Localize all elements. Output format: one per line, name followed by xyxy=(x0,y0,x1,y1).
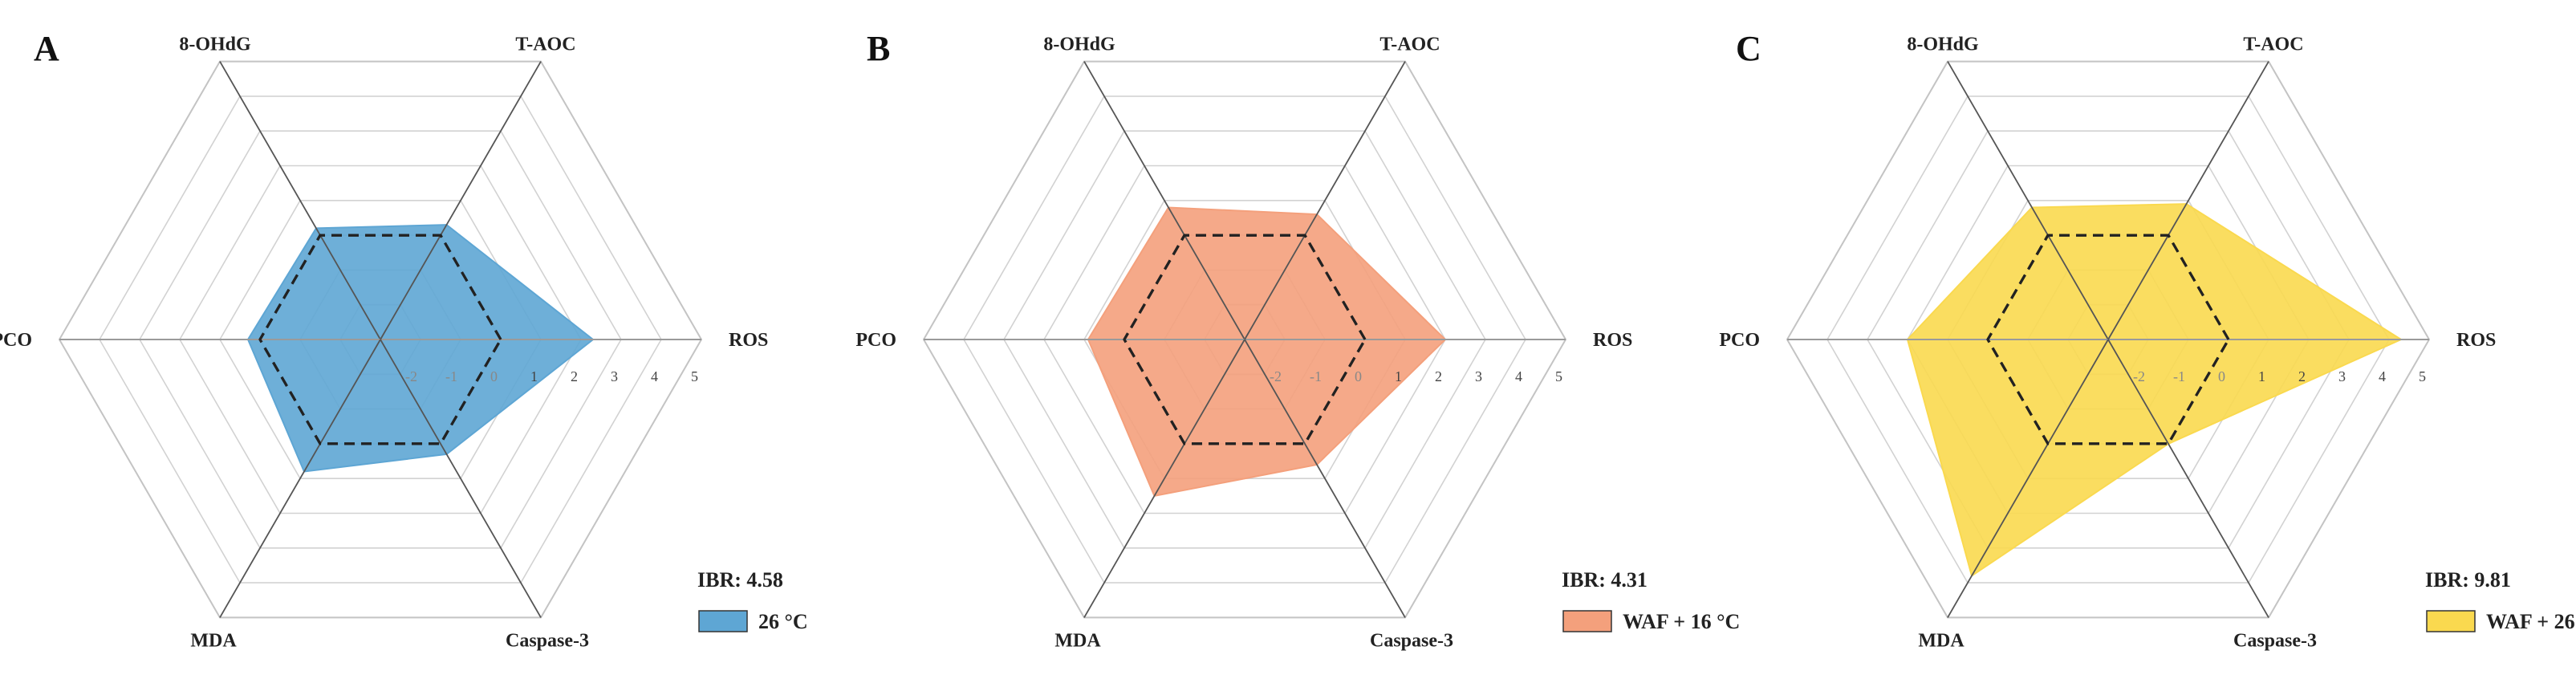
legend-label: WAF + 16 °C xyxy=(1623,610,1740,633)
axis-label-t-aoc: T-AOC xyxy=(2243,35,2303,55)
tick-label: -2 xyxy=(1270,368,1282,384)
axis-spoke xyxy=(219,61,381,340)
axis-spoke xyxy=(1244,61,1406,340)
tick-label: 4 xyxy=(651,368,658,384)
axis-label-8-ohdg: 8-OHdG xyxy=(179,35,251,55)
radar-chart-c: C -2 -1 0 1 2 3 4 5 ROS T-AOC 8-OHdG PCO MDA Caspase-3… xyxy=(1719,29,2576,651)
axis-spoke xyxy=(1083,339,1245,618)
axis-spoke xyxy=(380,61,542,340)
panel-letter: C xyxy=(1736,29,1761,68)
tick-label: -1 xyxy=(445,368,457,384)
legend-label: WAF + 26 °C xyxy=(2486,610,2576,633)
axis-spoke xyxy=(1244,339,1406,618)
axis-spoke xyxy=(1083,61,1245,340)
ibr-annotation: IBR: 4.31 xyxy=(1562,568,1648,592)
axis-label-caspase-3: Caspase-3 xyxy=(506,630,589,651)
panel-letter: A xyxy=(34,29,59,68)
panel-letter: B xyxy=(867,29,890,68)
reference-hexagon-overlay xyxy=(1123,234,1367,445)
tick-label: 2 xyxy=(1435,368,1442,384)
tick-label: 0 xyxy=(1355,368,1362,384)
reference-hexagon-overlay xyxy=(1986,234,2230,445)
legend-label: 26 °C xyxy=(758,610,808,633)
tick-label: -2 xyxy=(405,368,417,384)
tick-label: 4 xyxy=(1515,368,1522,384)
legend-swatch xyxy=(2426,610,2476,632)
legend-swatch xyxy=(698,610,748,632)
tick-label: -1 xyxy=(2173,368,2185,384)
radar-chart-b: B -2 -1 0 1 2 3 4 5 ROS T-AOC 8-OHdG PCO MDA Caspase-3… xyxy=(855,29,1740,651)
axis-label-mda: MDA xyxy=(1918,630,1965,651)
axis-label-pco: PCO xyxy=(855,330,896,351)
tick-label: 2 xyxy=(571,368,578,384)
tick-label: 1 xyxy=(530,368,538,384)
axis-label-caspase-3: Caspase-3 xyxy=(2233,630,2317,651)
axis-label-t-aoc: T-AOC xyxy=(1379,35,1440,55)
tick-label: -1 xyxy=(1310,368,1322,384)
axis-label-ros: ROS xyxy=(2456,330,2496,351)
axis-label-mda: MDA xyxy=(1054,630,1101,651)
tick-label: 3 xyxy=(2338,368,2346,384)
axis-label-ros: ROS xyxy=(1593,330,1632,351)
axis-spoke xyxy=(219,339,381,618)
tick-label: 5 xyxy=(2419,368,2426,384)
tick-label: -2 xyxy=(2133,368,2145,384)
axis-label-ros: ROS xyxy=(729,330,768,351)
tick-label: 5 xyxy=(691,368,698,384)
axis-label-8-ohdg: 8-OHdG xyxy=(1043,35,1115,55)
legend-swatch xyxy=(1562,610,1612,632)
ibr-annotation: IBR: 9.81 xyxy=(2425,568,2511,592)
tick-label: 5 xyxy=(1555,368,1562,384)
axis-spoke xyxy=(1947,339,2109,618)
series-polygon xyxy=(246,224,595,473)
series-polygon xyxy=(1087,206,1447,498)
tick-label: 0 xyxy=(490,368,498,384)
tick-label: 1 xyxy=(1395,368,1402,384)
tick-label: 1 xyxy=(2258,368,2265,384)
tick-label: 3 xyxy=(1475,368,1482,384)
axis-label-mda: MDA xyxy=(190,630,237,651)
radar-chart-a: A -2 -1 0 1 2 3 4 5 ROS T-AOC 8-OHdG PCO MDA Caspase-3… xyxy=(0,29,808,651)
axis-label-pco: PCO xyxy=(0,330,32,351)
axis-spoke xyxy=(1947,61,2109,340)
axis-label-8-ohdg: 8-OHdG xyxy=(1907,35,1979,55)
tick-label: 2 xyxy=(2298,368,2306,384)
tick-label: 4 xyxy=(2379,368,2386,384)
tick-label: 3 xyxy=(611,368,618,384)
axis-label-caspase-3: Caspase-3 xyxy=(1370,630,1453,651)
reference-hexagon-overlay xyxy=(258,234,502,445)
axis-spoke xyxy=(2107,339,2269,618)
tick-label: 0 xyxy=(2218,368,2225,384)
axis-label-pco: PCO xyxy=(1719,330,1760,351)
axis-spoke xyxy=(2107,61,2269,340)
axis-label-t-aoc: T-AOC xyxy=(515,35,575,55)
axis-spoke xyxy=(380,339,542,618)
ibr-annotation: IBR: 4.58 xyxy=(697,568,783,592)
